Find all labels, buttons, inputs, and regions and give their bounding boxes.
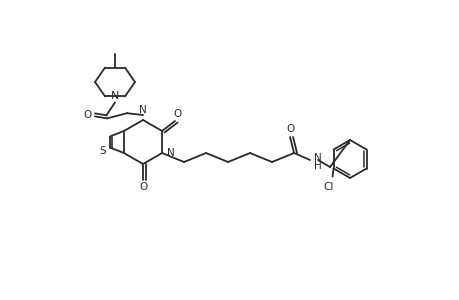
Text: O: O bbox=[285, 124, 294, 134]
Text: N: N bbox=[313, 153, 321, 163]
Text: N: N bbox=[111, 92, 119, 101]
Text: O: O bbox=[140, 182, 148, 192]
Text: O: O bbox=[173, 109, 181, 119]
Text: H: H bbox=[313, 161, 321, 171]
Text: S: S bbox=[100, 146, 106, 155]
Text: O: O bbox=[84, 110, 92, 120]
Text: N: N bbox=[167, 148, 174, 158]
Text: N: N bbox=[139, 105, 146, 115]
Text: Cl: Cl bbox=[323, 182, 333, 193]
